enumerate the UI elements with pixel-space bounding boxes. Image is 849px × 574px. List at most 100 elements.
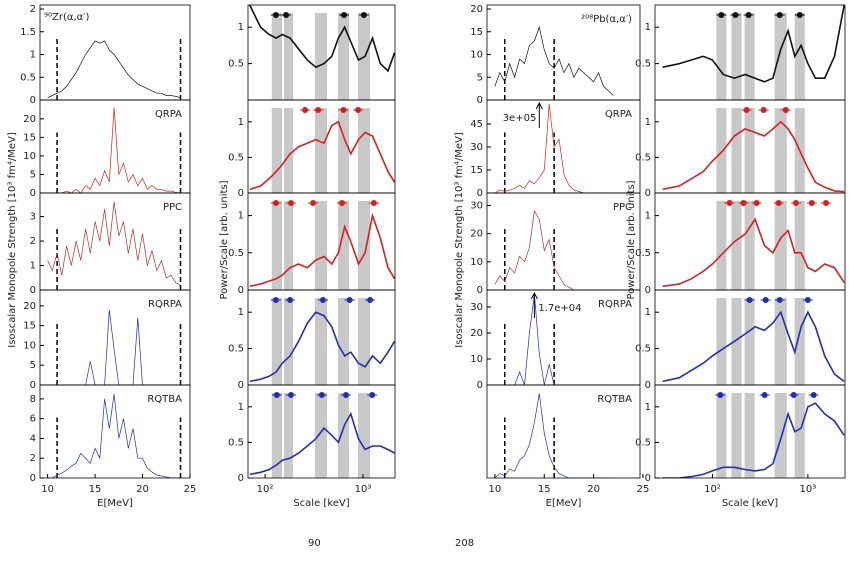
annotation-text: 3e+05 bbox=[503, 113, 537, 124]
y-tick-label: 20 bbox=[470, 328, 483, 339]
scale-band bbox=[744, 393, 755, 478]
scale-band bbox=[271, 393, 283, 478]
y-tick-label: 15 bbox=[470, 165, 483, 176]
scale-band bbox=[716, 201, 727, 290]
scale-dot bbox=[776, 12, 783, 18]
panel-label: PPC bbox=[613, 202, 632, 213]
y-tick-label: 15 bbox=[470, 27, 483, 38]
x-axis-label: Scale [keV] bbox=[293, 498, 349, 509]
scale-dot bbox=[318, 392, 325, 398]
curve bbox=[494, 103, 614, 193]
x-tick-label: 25 bbox=[184, 484, 197, 495]
y-tick-label: 0 bbox=[645, 380, 651, 391]
y-tick-label: 10 bbox=[470, 50, 483, 61]
scale-band bbox=[716, 13, 727, 100]
y-tick-label: 0 bbox=[477, 285, 483, 296]
scale-band bbox=[731, 201, 742, 290]
y-tick-label: 1 bbox=[645, 211, 651, 222]
scale-band bbox=[271, 108, 283, 193]
y-tick-label: 0 bbox=[30, 380, 36, 391]
y-tick-label: 0.5 bbox=[20, 72, 36, 83]
y-tick-label: 20 bbox=[470, 4, 483, 15]
x-axis-label: E[MeV] bbox=[97, 498, 133, 509]
scale-band bbox=[358, 393, 371, 478]
scale-band bbox=[271, 298, 283, 385]
y-tick-label: 2 bbox=[30, 4, 36, 15]
panel-label: ⁹⁰Zr(α,α′) bbox=[44, 12, 90, 23]
scale-dot bbox=[302, 107, 309, 113]
scale-band bbox=[314, 13, 328, 100]
scale-dot bbox=[792, 200, 799, 206]
panel-label: PPC bbox=[163, 202, 182, 213]
scale-band bbox=[314, 393, 328, 478]
scale-dot bbox=[804, 297, 811, 303]
y-tick-label: 30 bbox=[470, 200, 483, 211]
scale-band bbox=[794, 201, 805, 290]
x-tick-label: 10³ bbox=[355, 484, 372, 495]
scale-dot bbox=[718, 12, 725, 18]
scale-dot bbox=[287, 297, 294, 303]
curve bbox=[47, 107, 181, 193]
y-tick-label: 30 bbox=[470, 302, 483, 313]
y-tick-label: 0 bbox=[30, 188, 36, 199]
y-tick-label: 5 bbox=[30, 169, 36, 180]
scale-dot bbox=[287, 200, 294, 206]
scale-dot bbox=[283, 12, 290, 18]
curve bbox=[662, 402, 845, 478]
scale-band bbox=[731, 393, 742, 478]
caption-fragment: 208 bbox=[455, 538, 474, 549]
y-tick-label: 1 bbox=[30, 50, 36, 61]
curve bbox=[662, 217, 845, 288]
y-axis-label: Isoscalar Monopole Strength [10³ fm⁴/MeV… bbox=[454, 132, 465, 348]
scale-band bbox=[774, 201, 787, 290]
panel-label: QRPA bbox=[605, 109, 632, 120]
y-tick-label: 1 bbox=[238, 22, 244, 33]
panel-frame bbox=[247, 384, 396, 479]
y-tick-label: 45 bbox=[470, 119, 483, 130]
y-tick-label: 0.5 bbox=[635, 248, 651, 259]
scale-dot bbox=[746, 297, 753, 303]
y-tick-label: 0 bbox=[645, 188, 651, 199]
x-tick-label: 20 bbox=[587, 484, 600, 495]
scale-dot bbox=[342, 392, 349, 398]
scale-dot bbox=[315, 107, 322, 113]
panel-frame bbox=[486, 384, 641, 479]
scale-band bbox=[338, 298, 349, 385]
x-tick-label: 10² bbox=[704, 484, 721, 495]
scale-dot bbox=[272, 12, 279, 18]
curve bbox=[494, 25, 614, 96]
scale-dot bbox=[272, 200, 279, 206]
annotation-text: 1.7e+04 bbox=[538, 303, 581, 314]
scale-dot bbox=[776, 297, 783, 303]
y-tick-label: 1 bbox=[238, 117, 244, 128]
scale-band bbox=[283, 298, 294, 385]
curve bbox=[249, 212, 395, 288]
scale-band bbox=[338, 201, 349, 290]
scale-dot bbox=[762, 297, 769, 303]
y-tick-label: 10 bbox=[470, 257, 483, 268]
y-axis-label: Power/Scale [arb. units] bbox=[626, 180, 637, 299]
scale-dot bbox=[796, 12, 803, 18]
y-tick-label: 3 bbox=[30, 212, 36, 223]
x-tick-label: 10 bbox=[41, 484, 54, 495]
y-tick-label: 10 bbox=[23, 151, 36, 162]
y-tick-label: 0 bbox=[30, 473, 36, 484]
y-tick-label: 0 bbox=[645, 473, 651, 484]
x-tick-label: 10² bbox=[257, 484, 274, 495]
y-tick-label: 0.5 bbox=[635, 152, 651, 163]
y-tick-label: 1 bbox=[238, 211, 244, 222]
panel-frame bbox=[654, 384, 846, 479]
panel-label: RQTBA bbox=[147, 394, 182, 405]
scale-band bbox=[731, 108, 742, 193]
scale-band bbox=[338, 393, 349, 478]
scale-band bbox=[794, 393, 805, 478]
y-tick-label: 0 bbox=[30, 95, 36, 106]
scale-band bbox=[314, 201, 328, 290]
scale-band bbox=[744, 108, 755, 193]
curve bbox=[494, 210, 614, 290]
scale-band bbox=[271, 201, 283, 290]
scale-dot bbox=[745, 12, 752, 18]
curve bbox=[47, 201, 181, 286]
y-tick-label: 8 bbox=[30, 394, 36, 405]
scale-dot bbox=[355, 107, 362, 113]
